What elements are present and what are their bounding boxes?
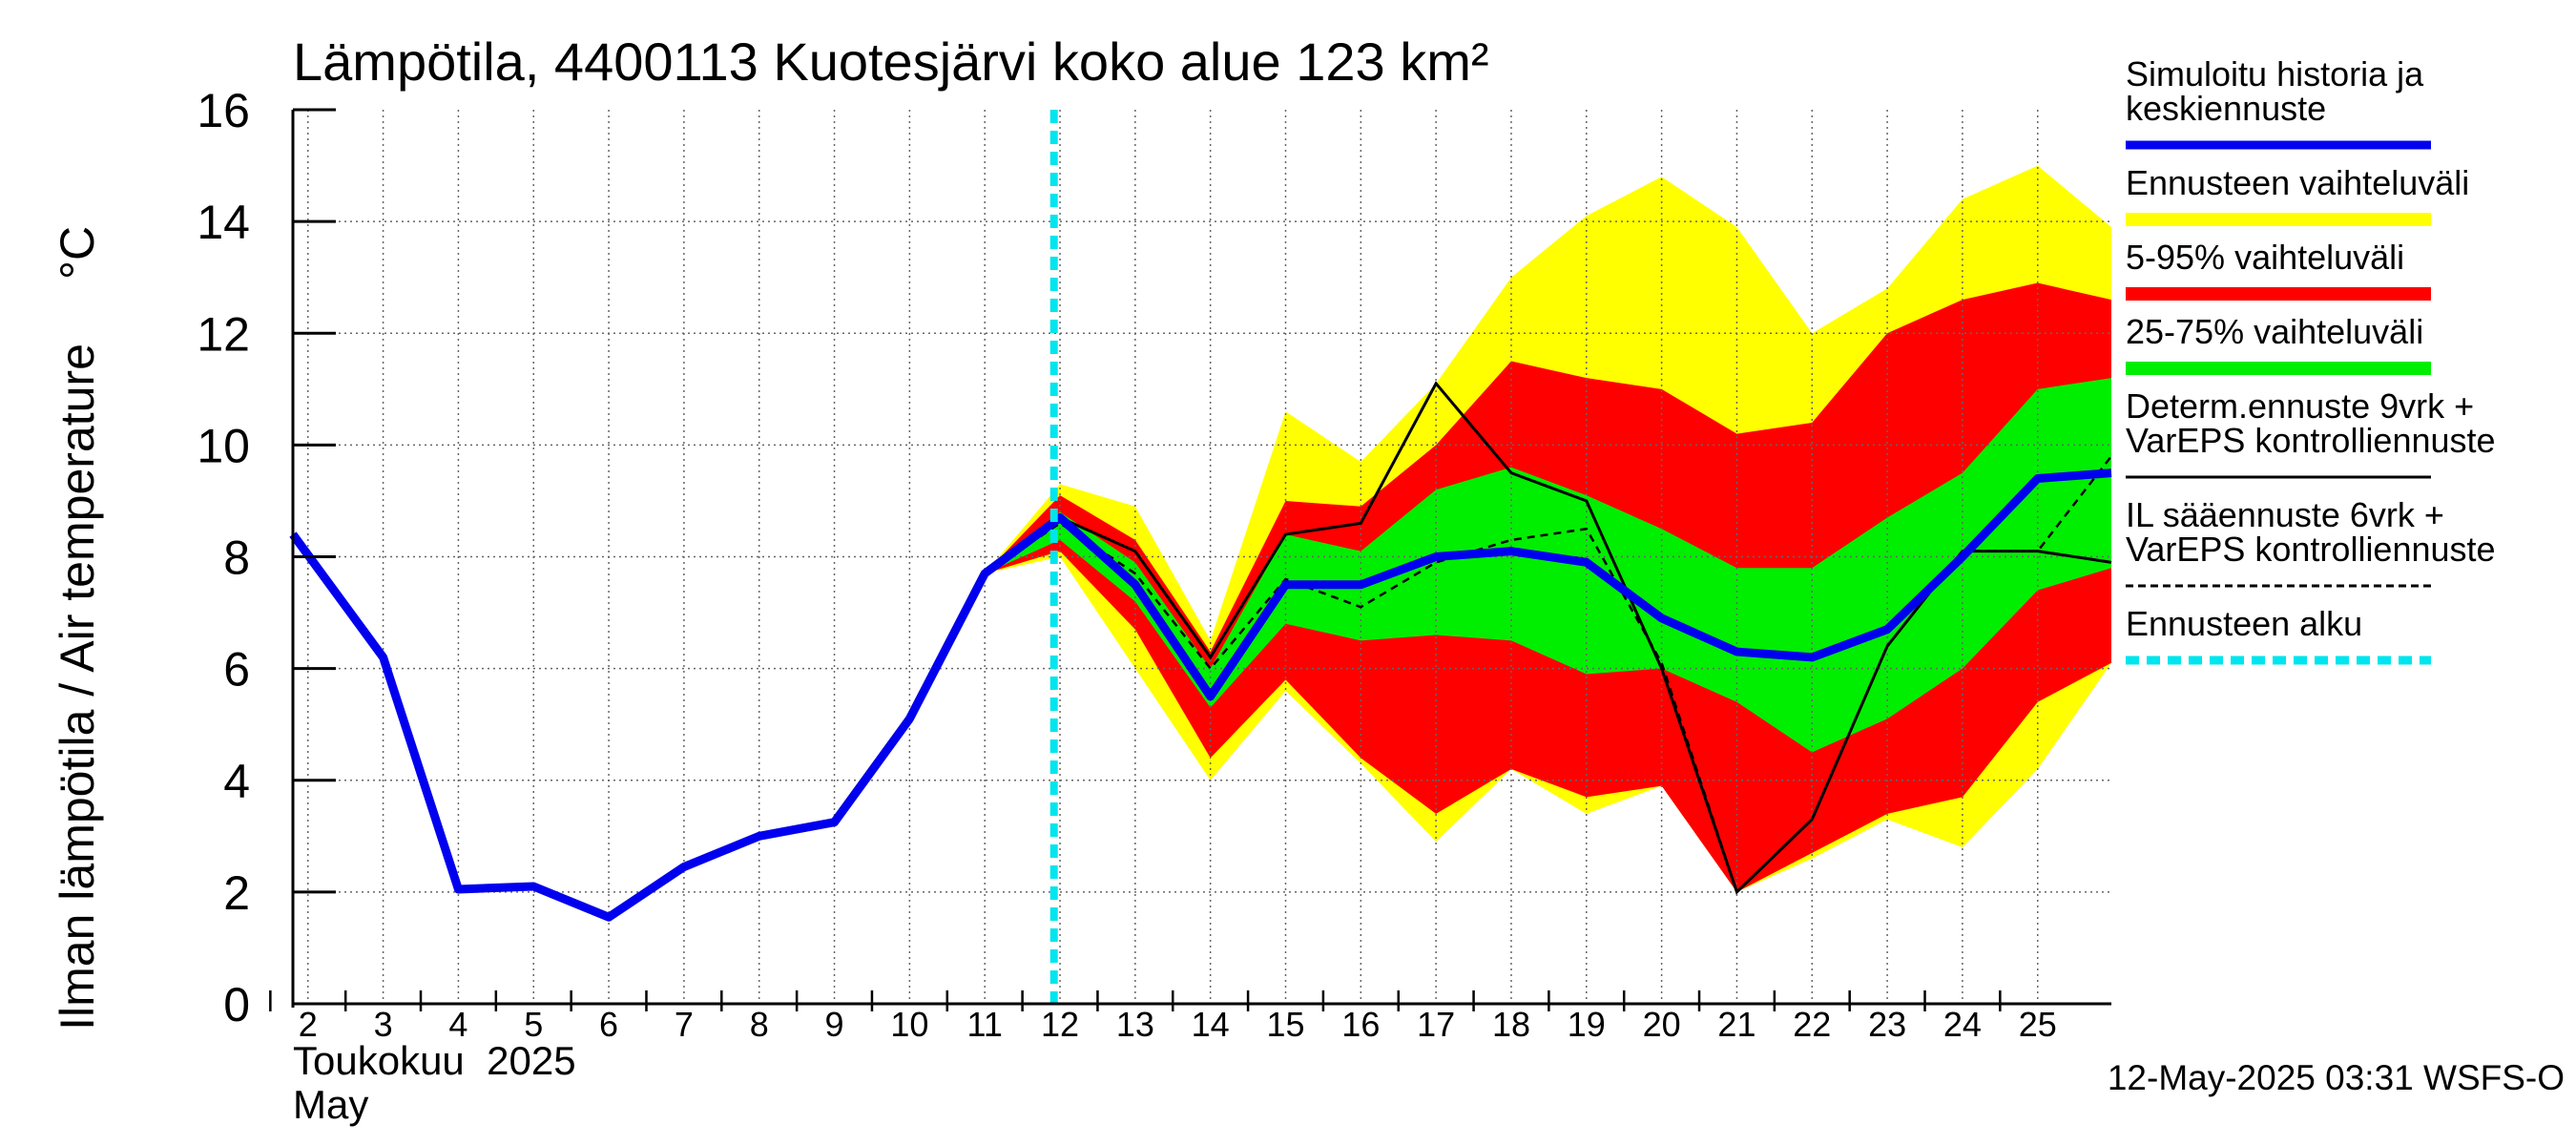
legend-label: VarEPS kontrolliennuste [2126, 530, 2496, 569]
x-tick-label: 23 [1868, 1005, 1906, 1044]
legend-swatch [2126, 362, 2431, 375]
x-tick-label: 6 [599, 1005, 618, 1044]
x-tick-label: 2 [299, 1005, 318, 1044]
legend-item-p5_95: 5-95% vaihteluväli [2126, 238, 2431, 301]
x-tick-label: 24 [1943, 1005, 1982, 1044]
x-tick-label: 8 [750, 1005, 769, 1044]
legend-label: 5-95% vaihteluväli [2126, 238, 2404, 277]
x-tick-label: 19 [1568, 1005, 1606, 1044]
legend-label: VarEPS kontrolliennuste [2126, 421, 2496, 460]
legend-label: Simuloitu historia ja [2126, 54, 2424, 94]
legend-label: keskiennuste [2126, 89, 2326, 128]
y-axis-unit: °C [51, 226, 104, 280]
x-tick-label: 21 [1717, 1005, 1755, 1044]
x-tick-label: 14 [1192, 1005, 1230, 1044]
legend-item-il: IL sääennuste 6vrk + VarEPS kontrollienn… [2126, 495, 2496, 588]
x-tick-label: 16 [1341, 1005, 1380, 1044]
legend-swatch [2126, 287, 2431, 301]
y-tick-label: 14 [197, 196, 250, 249]
data-lines [289, 110, 2112, 1004]
y-tick-label: 4 [223, 755, 250, 808]
x-tick-label: 7 [675, 1005, 694, 1044]
x-tick-label: 4 [448, 1005, 467, 1044]
x-month-label: Toukokuu 2025 [293, 1038, 576, 1083]
x-tick-label: 20 [1643, 1005, 1681, 1044]
y-axis-label: Ilman lämpötila / Air temperature [51, 344, 104, 1030]
x-tick-label: 22 [1793, 1005, 1831, 1044]
x-tick-label: 5 [524, 1005, 543, 1044]
x-tick-label: 12 [1041, 1005, 1079, 1044]
legend-item-determ: Determ.ennuste 9vrk +VarEPS kontrollienn… [2126, 386, 2496, 479]
legend-label: Ennusteen alku [2126, 604, 2362, 643]
legend-swatch [2126, 213, 2431, 226]
legend-label: Determ.ennuste 9vrk + [2126, 386, 2474, 426]
y-tick-label: 10 [197, 419, 250, 472]
y-tick-label: 16 [197, 84, 250, 137]
forecast-bands [293, 110, 2111, 1004]
x-tick-label: 9 [825, 1005, 844, 1044]
x-tick-label: 15 [1266, 1005, 1304, 1044]
legend-label: Ennusteen vaihteluväli [2126, 163, 2469, 202]
y-tick-label: 8 [223, 531, 250, 585]
legend-item-p25_75: 25-75% vaihteluväli [2126, 312, 2431, 375]
percentile-25-75-band [985, 378, 2111, 753]
x-tick-label: 25 [2019, 1005, 2057, 1044]
y-tick-label: 2 [223, 866, 250, 920]
grid-lines [293, 110, 2111, 1004]
x-tick-label: 18 [1492, 1005, 1530, 1044]
y-tick-label: 6 [223, 643, 250, 697]
legend-item-start: Ennusteen alku [2126, 604, 2431, 665]
y-tick-label: 12 [197, 307, 250, 361]
simulated-mean-line [289, 468, 2112, 922]
legend-label: 25-75% vaihteluväli [2126, 312, 2423, 351]
x-tick-label: 11 [967, 1005, 1003, 1044]
x-month-label-english: May [293, 1082, 368, 1127]
x-tick-label: 17 [1417, 1005, 1455, 1044]
x-tick-label: 3 [374, 1005, 393, 1044]
legend-label: IL sääennuste 6vrk + [2126, 495, 2444, 534]
x-tick-label: 13 [1116, 1005, 1154, 1044]
x-tick-label: 10 [890, 1005, 928, 1044]
y-tick-label: 0 [223, 978, 250, 1031]
chart-title: Lämpötila, 4400113 Kuotesjärvi koko alue… [293, 31, 1489, 92]
legend-item-range: Ennusteen vaihteluväli [2126, 163, 2469, 226]
footer-timestamp: 12-May-2025 03:31 WSFS-O [2108, 1058, 2565, 1097]
